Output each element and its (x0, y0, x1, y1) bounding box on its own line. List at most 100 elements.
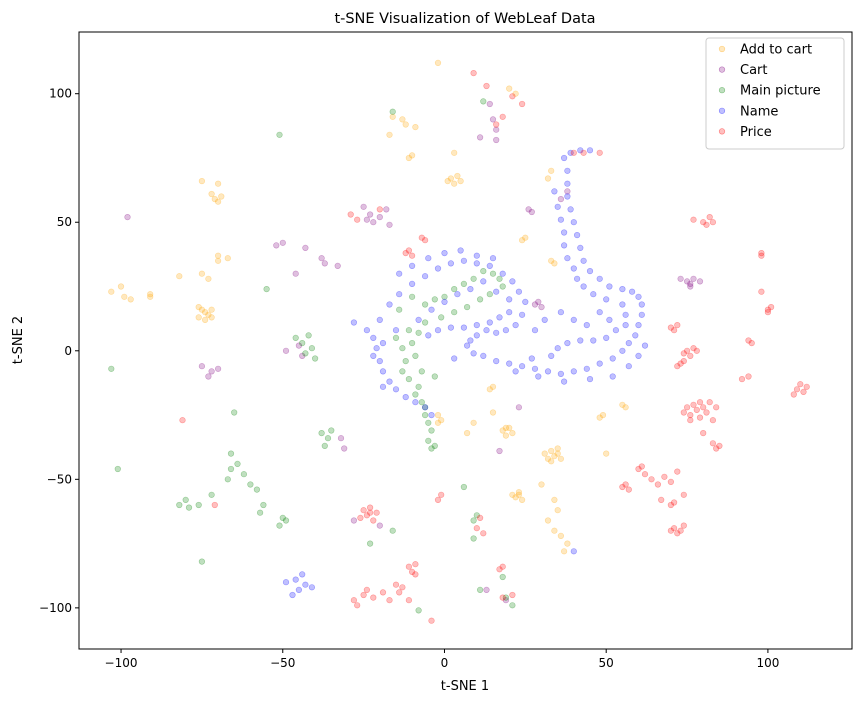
point-4-17 (405, 563, 413, 570)
point-3-26 (386, 378, 393, 385)
point-4-113 (793, 386, 801, 393)
point-3-132 (299, 571, 306, 578)
point-4-58 (693, 347, 700, 354)
y-axis-label: t-SNE 2 (11, 316, 26, 364)
point-2-50 (431, 296, 438, 303)
point-4-40 (496, 566, 503, 573)
point-3-37 (441, 298, 448, 306)
legend-label: Name (740, 104, 778, 119)
point-4-108 (748, 340, 755, 347)
point-3-29 (412, 399, 419, 406)
point-1-22 (215, 365, 222, 372)
point-1-40 (687, 280, 694, 288)
point-1-35 (531, 301, 539, 308)
point-3-88 (564, 180, 571, 187)
point-1-44 (564, 188, 571, 195)
point-4-98 (700, 219, 707, 226)
point-4-25 (370, 594, 377, 601)
x-tick-label: 0 (441, 656, 449, 670)
point-4-100 (706, 214, 713, 221)
point-3-64 (544, 368, 552, 375)
point-1-13 (383, 206, 390, 213)
point-0-42 (434, 419, 442, 426)
point-4-97 (690, 216, 697, 223)
point-2-65 (415, 329, 422, 336)
point-1-3 (302, 244, 309, 251)
point-4-65 (680, 409, 687, 416)
point-4-64 (667, 527, 675, 534)
point-3-104 (603, 296, 610, 303)
point-0-56 (515, 489, 523, 496)
point-4-9 (422, 237, 429, 244)
point-3-23 (373, 345, 380, 352)
point-0-0 (108, 288, 115, 295)
point-3-22 (370, 334, 377, 342)
point-3-20 (467, 337, 474, 344)
point-2-37 (399, 368, 406, 375)
point-1-47 (376, 522, 383, 529)
point-1-33 (525, 206, 532, 213)
point-2-44 (425, 437, 432, 444)
x-tick-label: −50 (270, 656, 295, 670)
point-3-135 (289, 591, 296, 599)
point-4-88 (619, 483, 626, 491)
point-4-74 (709, 417, 717, 424)
point-0-8 (205, 275, 212, 282)
point-4-21 (350, 597, 358, 604)
point-0-29 (402, 121, 409, 128)
point-3-30 (422, 404, 429, 411)
point-0-55 (518, 496, 526, 504)
point-4-104 (758, 288, 765, 295)
point-0-32 (412, 123, 419, 131)
point-0-83 (622, 404, 629, 411)
point-4-69 (693, 406, 700, 414)
point-3-9 (486, 262, 493, 270)
point-3-55 (457, 247, 464, 254)
y-axis-ticks: −100 −50 0 50 100 (39, 87, 79, 615)
point-3-16 (502, 327, 510, 334)
x-tick-label: 100 (756, 656, 779, 670)
point-3-129 (541, 316, 548, 324)
point-2-28 (279, 514, 286, 522)
point-4-57 (687, 352, 694, 360)
point-0-38 (457, 178, 464, 185)
point-0-10 (215, 252, 222, 259)
point-1-8 (363, 216, 371, 223)
point-2-0 (276, 131, 283, 138)
point-3-118 (560, 378, 568, 385)
point-2-70 (405, 376, 413, 383)
point-4-10 (360, 507, 367, 514)
x-axis-ticks: −100 −50 0 50 100 (105, 649, 779, 670)
point-0-34 (444, 178, 451, 185)
point-2-42 (425, 419, 432, 426)
point-2-15 (328, 427, 335, 434)
point-3-28 (402, 394, 409, 401)
point-3-133 (302, 581, 309, 588)
point-3-101 (622, 322, 629, 329)
point-1-42 (696, 278, 704, 285)
point-4-23 (360, 591, 367, 599)
legend-marker (718, 66, 726, 73)
point-4-66 (683, 404, 691, 411)
point-0-37 (454, 172, 461, 180)
point-0-76 (551, 260, 558, 267)
point-3-68 (596, 360, 603, 367)
point-2-25 (185, 504, 193, 511)
point-4-36 (477, 514, 484, 522)
point-3-105 (590, 291, 597, 298)
point-0-21 (208, 190, 215, 198)
points-layer (108, 59, 810, 624)
x-tick-label: −100 (105, 656, 138, 670)
point-3-116 (512, 368, 519, 375)
point-0-60 (548, 447, 555, 455)
point-3-34 (392, 327, 400, 334)
point-2-39 (415, 383, 422, 390)
point-3-81 (586, 268, 594, 275)
point-3-86 (567, 206, 574, 213)
point-0-84 (603, 450, 610, 457)
point-4-70 (696, 414, 704, 421)
point-4-92 (716, 442, 723, 450)
point-1-14 (386, 221, 393, 228)
point-3-89 (564, 167, 571, 174)
point-0-81 (599, 412, 607, 419)
